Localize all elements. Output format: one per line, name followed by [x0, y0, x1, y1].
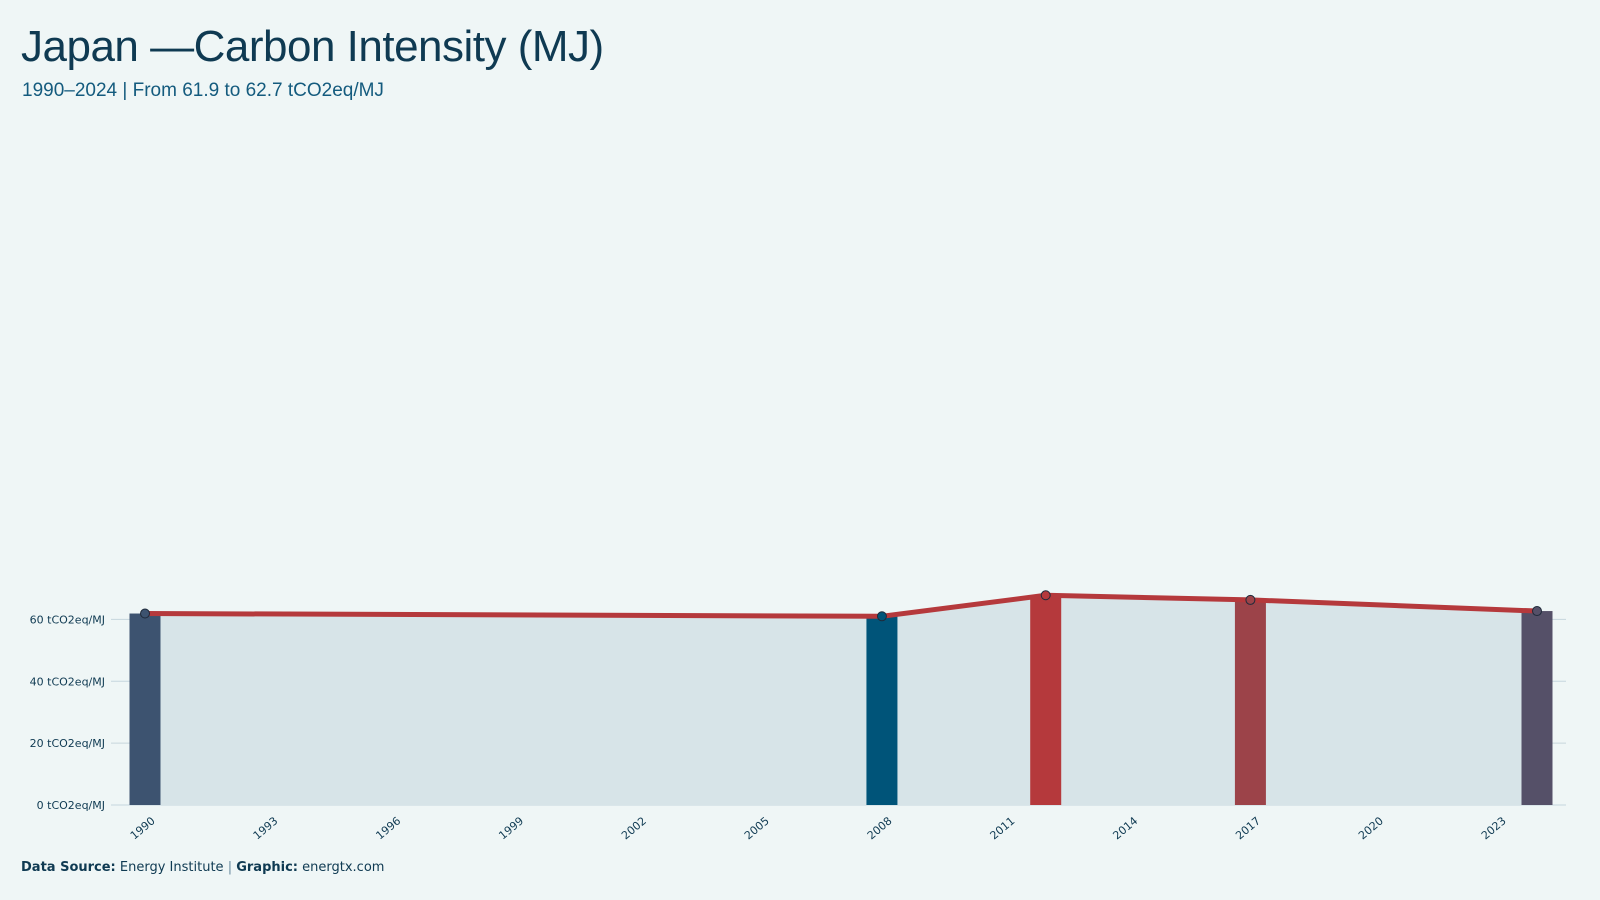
bar-2017: [1234, 599, 1266, 805]
x-tick-label: 1993: [251, 814, 281, 842]
point-2012: [1040, 590, 1051, 601]
bar-1990: [129, 613, 161, 805]
graphic-value: energtx.com: [302, 860, 385, 875]
bar-layer: [129, 595, 1553, 805]
x-tick-label: 2014: [1110, 814, 1140, 842]
footer-separator: |: [227, 860, 233, 875]
x-tick-label: 2011: [988, 814, 1018, 842]
x-tick-label: 2008: [865, 814, 895, 842]
chart-footer: Data Source: Energy Institute | Graphic:…: [21, 860, 384, 875]
point-1990: [140, 608, 150, 619]
graphic-label: Graphic:: [236, 860, 298, 875]
bar-2008: [866, 616, 898, 805]
source-value: Energy Institute: [119, 860, 224, 875]
area-layer: [145, 595, 1537, 805]
x-tick-label: 2017: [1233, 814, 1263, 842]
point-2024: [1532, 606, 1542, 617]
x-tick-label: 1999: [496, 814, 526, 842]
bar-2012: [1030, 595, 1062, 805]
x-tick-label: 2020: [1356, 814, 1386, 842]
x-tick-label: 2005: [742, 814, 772, 842]
x-tick-label: 2002: [619, 814, 649, 842]
point-layer: [140, 590, 1542, 622]
x-tick-label: 1996: [373, 814, 403, 842]
chart-subtitle: 1990–2024 | From 61.9 to 62.7 tCO2eq/MJ: [22, 80, 384, 101]
point-2017: [1245, 594, 1256, 605]
x-tick-label: 1990: [128, 814, 158, 842]
y-tick-label: 20 tCO2eq/MJ: [30, 737, 105, 750]
point-2008: [876, 611, 887, 622]
source-label: Data Source:: [21, 860, 116, 875]
y-tick-label: 0 tCO2eq/MJ: [37, 799, 105, 812]
area-fill: [145, 595, 1537, 805]
y-tick-label: 40 tCO2eq/MJ: [30, 675, 105, 688]
chart-title: Japan —Carbon Intensity (MJ): [21, 22, 604, 71]
y-tick-label: 60 tCO2eq/MJ: [30, 613, 105, 626]
x-tick-label: 2023: [1479, 814, 1509, 842]
bar-2024: [1521, 611, 1553, 805]
